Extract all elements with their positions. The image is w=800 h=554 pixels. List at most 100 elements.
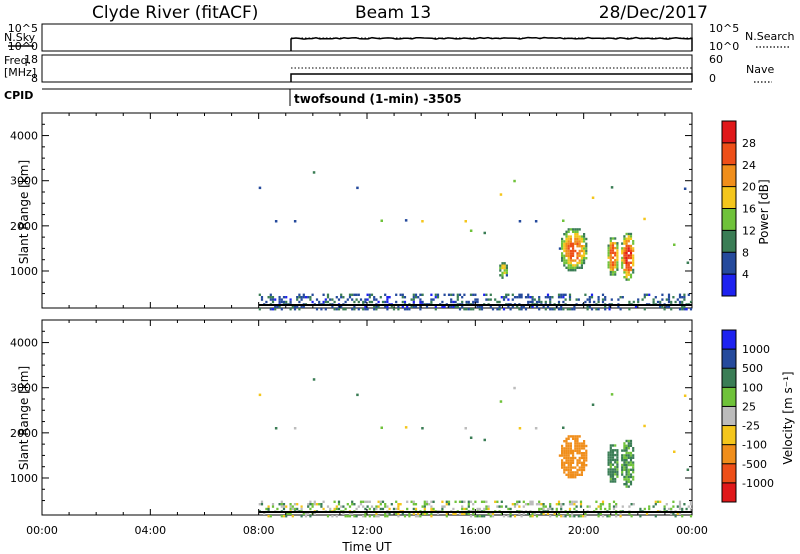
- echo-cell: [441, 500, 444, 503]
- echo-cell: [614, 444, 617, 447]
- echo-cell: [627, 485, 630, 488]
- echo-cell: [520, 308, 523, 311]
- echo-cell: [572, 245, 575, 248]
- echo-cell: [366, 505, 369, 508]
- echo-cell: [567, 259, 570, 262]
- echo-cell: [625, 232, 628, 236]
- echo-cell: [498, 305, 501, 308]
- echo-cell: [518, 308, 521, 311]
- echo-cell: [627, 478, 630, 481]
- echo-cell: [487, 507, 490, 511]
- echo-cell: [368, 500, 371, 503]
- echo-cell: [535, 300, 539, 304]
- echo-cell: [616, 242, 619, 245]
- echo-cell: [289, 505, 292, 508]
- echo-cell: [565, 254, 568, 257]
- echo-cell: [505, 266, 508, 270]
- echo-cell: [571, 512, 574, 515]
- echo-cell: [609, 263, 612, 267]
- echo-cell: [408, 512, 411, 515]
- echo-cell: [516, 305, 519, 308]
- echo-cell: [296, 296, 299, 299]
- echo-cell: [627, 268, 630, 272]
- echo-cell: [567, 230, 570, 233]
- echo-cell: [377, 305, 380, 308]
- echo-cell: [502, 296, 506, 299]
- echo-cell: [562, 308, 565, 311]
- echo-cell: [576, 447, 579, 450]
- echo-cell: [623, 247, 626, 250]
- echo-cell: [632, 447, 635, 450]
- echo-cell: [586, 308, 589, 311]
- colorbar-tick-label: 8: [742, 246, 749, 259]
- echo-cell: [614, 449, 617, 452]
- echo-cell: [269, 296, 272, 299]
- echo-cell: [531, 300, 534, 304]
- echo-cell: [609, 475, 612, 478]
- echo-cell: [632, 468, 635, 471]
- echo-cell: [423, 500, 426, 503]
- echo-cell: [553, 308, 556, 311]
- echo-cell: [629, 254, 633, 257]
- echo-cell: [567, 264, 570, 267]
- echo-cell: [441, 305, 444, 308]
- echo-cell: [576, 233, 579, 236]
- echo-cell: [430, 300, 433, 304]
- echo-cell: [607, 263, 610, 267]
- echo-cell: [311, 293, 314, 296]
- echo-cell: [513, 505, 517, 508]
- echo-cell: [619, 308, 622, 311]
- echo-cell: [501, 264, 504, 267]
- echo-cell: [487, 512, 490, 515]
- echo-cell: [553, 512, 556, 515]
- echo-cell: [588, 305, 591, 308]
- echo-cell: [572, 473, 575, 476]
- echo-cell: [676, 505, 679, 508]
- echo-cell: [683, 293, 686, 296]
- echo-cell: [681, 308, 684, 311]
- echo-cell: [572, 461, 575, 464]
- echo-cell: [687, 293, 690, 296]
- echo-cell: [458, 293, 462, 296]
- echo-cell: [384, 300, 387, 304]
- echo-cell: [436, 296, 440, 299]
- time-tick-label: 08:00: [243, 524, 275, 537]
- echo-cell: [454, 500, 457, 503]
- echo-cell: [583, 461, 586, 464]
- echo-cell: [621, 463, 624, 467]
- echo-cell: [569, 444, 572, 448]
- nsky-label: N.Sky: [4, 31, 36, 44]
- echo-cell: [414, 296, 418, 299]
- echo-cell: [503, 262, 506, 265]
- echo-cell: [412, 298, 415, 301]
- echo-cell: [395, 507, 398, 511]
- echo-cell: [632, 256, 635, 260]
- echo-cell: [258, 503, 261, 506]
- echo-cell: [344, 308, 347, 311]
- echo-cell: [499, 274, 502, 277]
- echo-cell: [463, 507, 466, 511]
- echo-cell: [353, 308, 356, 311]
- echo-cell: [611, 251, 615, 255]
- echo-cell: [609, 449, 612, 452]
- echo-cell: [331, 515, 334, 518]
- echo-cell: [683, 296, 686, 299]
- echo-cell: [549, 296, 552, 299]
- echo-cell: [623, 454, 626, 457]
- echo-cell: [632, 261, 635, 264]
- echo-cell: [456, 293, 459, 296]
- colorbar-segment: [722, 406, 736, 427]
- echo-cell: [576, 464, 579, 467]
- echo-cell: [612, 500, 616, 503]
- echo-cell: [380, 426, 383, 429]
- echo-cell: [524, 503, 528, 506]
- echo-cell: [623, 256, 626, 260]
- echo-cell: [627, 240, 630, 243]
- echo-cell: [585, 449, 588, 452]
- echo-cell: [609, 246, 612, 250]
- velocity-ylabel: Slant Range [km]: [17, 366, 31, 470]
- echo-cell: [672, 500, 675, 503]
